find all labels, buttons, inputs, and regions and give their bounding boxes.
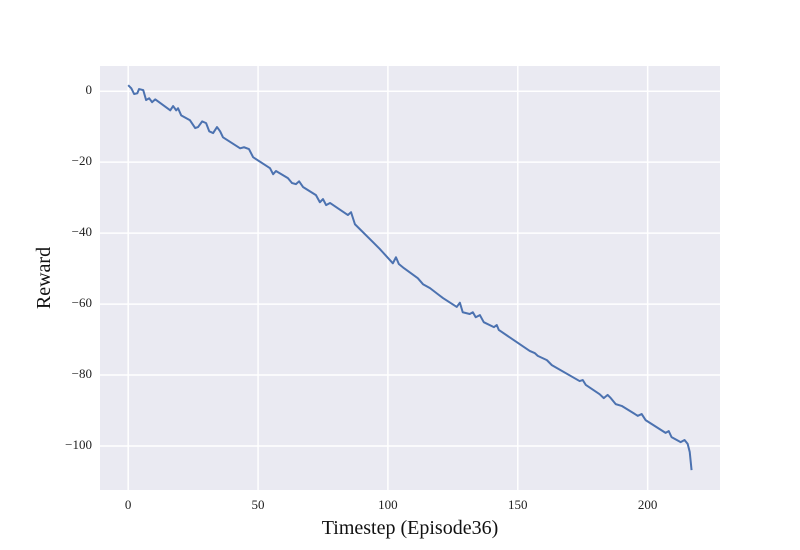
x-tick-label: 150 [508,497,528,512]
y-tick-label: −100 [65,437,92,452]
line-series [127,84,693,471]
x-tick-label: 200 [638,497,658,512]
y-tick-label: 0 [86,82,93,97]
y-tick-label: −60 [72,295,92,310]
plot-background [100,66,720,490]
y-tick-label: −20 [72,153,92,168]
x-tick-label: 100 [378,497,398,512]
y-tick-label: −80 [72,366,92,381]
y-tick-label: −40 [72,224,92,239]
x-tick-label: 0 [125,497,132,512]
x-tick-label: 50 [252,497,265,512]
x-axis-label: Timestep (Episode36) [322,517,498,539]
y-axis-label: Reward [33,247,55,309]
